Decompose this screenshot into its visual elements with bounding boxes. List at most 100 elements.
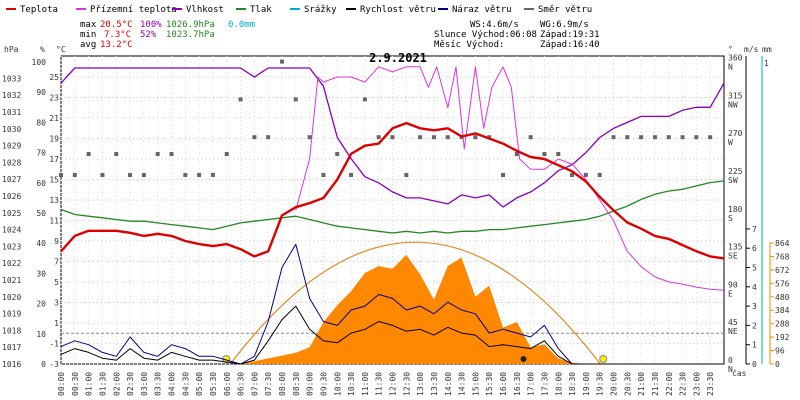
tick-label: SW (728, 176, 738, 185)
axis-unit: % (40, 45, 45, 54)
tick-label: 1026 (2, 192, 21, 201)
tick-label: 1028 (2, 158, 21, 167)
wind-dir-point (294, 97, 298, 101)
x-tick-label: 11:00 (361, 372, 370, 396)
tick-label: N (728, 63, 733, 72)
tick-label: 1020 (2, 293, 21, 302)
wind-dir-point (432, 135, 436, 139)
tick-label: 225 (728, 167, 743, 176)
wind-dir-point (335, 152, 339, 156)
stat-max-rain: 0.0mm (228, 20, 255, 30)
wind-dir-point (197, 173, 201, 177)
x-tick-label: 14:00 (444, 372, 453, 396)
tick-label: 11 (49, 217, 59, 226)
tick-label: 7 (752, 225, 757, 234)
tick-label: S (728, 214, 733, 223)
tick-label: 21 (49, 114, 59, 123)
x-tick-label: 15:30 (485, 372, 494, 396)
stat-avg-label: avg (80, 40, 96, 50)
legend: Teplota Přízemní teplota Vlhkost Tlak Srážky… (6, 5, 592, 15)
tick-label: 288 (775, 320, 790, 329)
legend-item: Náraz větru (438, 5, 512, 15)
chart-date: 2.9.2021 (369, 51, 427, 65)
axis-unit: m/s (744, 45, 759, 54)
tick-label: 19 (49, 135, 59, 144)
x-tick-label: 19:00 (582, 372, 591, 396)
tick-label: 1016 (2, 360, 21, 369)
tick-label: 480 (775, 293, 790, 302)
tick-label: 1033 (2, 74, 21, 83)
legend-item: Přízemní teplota (76, 5, 177, 15)
tick-label: 5 (54, 278, 59, 287)
wind-dir-point (418, 135, 422, 139)
x-tick-label: 21:00 (637, 372, 646, 396)
tick-label: NW (728, 100, 738, 109)
tick-label: 1029 (2, 142, 21, 151)
moon-set: Západ:16:40 (540, 40, 600, 50)
tick-label: 1031 (2, 108, 21, 117)
wind-dir-point (128, 173, 132, 177)
x-tick-label: 11:30 (375, 372, 384, 396)
stat-avg-temp: 13.2°C (100, 40, 133, 50)
x-tick-label: 17:30 (540, 372, 549, 396)
x-tick-label: 22:30 (679, 372, 688, 396)
tick-label: 2 (752, 321, 757, 330)
moon-rise: Měsíc Východ: (434, 40, 504, 50)
wind-dir-point (473, 135, 477, 139)
wind-dir-point (681, 135, 685, 139)
tick-label: W (728, 138, 733, 147)
stat-min-temp: 7.3°C (104, 30, 131, 40)
axis-unit: hPa (4, 45, 19, 54)
wind-dir-point (142, 173, 146, 177)
wind-dir-point (321, 173, 325, 177)
tick-label: NE (728, 327, 738, 336)
tick-label: 1025 (2, 209, 21, 218)
wind-dir-point (225, 152, 229, 156)
tick-label: 1019 (2, 310, 21, 319)
wind-dir-point (252, 135, 256, 139)
wind-dir-point (266, 135, 270, 139)
tick-label: 0 (752, 360, 757, 369)
tick-label: -1 (49, 340, 59, 349)
tick-label: 1024 (2, 226, 21, 235)
tick-label: 6 (752, 244, 757, 253)
wind-dir-point (239, 97, 243, 101)
x-tick-label: 18:00 (554, 372, 563, 396)
tick-label: 25 (49, 73, 59, 82)
x-tick-label: 16:30 (513, 372, 522, 396)
x-tick-label: 05:00 (195, 372, 204, 396)
x-tick-label: 09:30 (319, 372, 328, 396)
stat-max-label: max (80, 20, 97, 30)
tick-label: -3 (49, 360, 59, 369)
tick-label: 17 (49, 155, 59, 164)
tick-label: 360 (728, 54, 743, 63)
legend-label: Vlhkost (186, 5, 224, 15)
tick-label: 1027 (2, 175, 21, 184)
legend-label: Náraz větru (452, 5, 512, 15)
tick-label: 0 (775, 360, 780, 369)
tick-label: 3 (54, 299, 59, 308)
legend-item: Tlak (236, 5, 272, 15)
stat-max-hum: 100% (140, 20, 162, 30)
wind-dir-point (639, 135, 643, 139)
x-tick-label: 08:00 (278, 372, 287, 396)
x-tick-label: 02:30 (126, 372, 135, 396)
x-tick-label: 01:00 (85, 372, 94, 396)
sun-set: Západ:19:31 (540, 30, 600, 40)
tick-label: 90 (728, 280, 738, 289)
tick-label: 20 (36, 300, 46, 309)
tick-label: 1023 (2, 242, 21, 251)
wind-dir-point (612, 135, 616, 139)
wind-dir-point (625, 135, 629, 139)
tick-label: 90 (36, 88, 46, 97)
wind-dir-point (529, 135, 533, 139)
tick-label: 864 (775, 239, 790, 248)
wind-dir-point (280, 60, 284, 64)
stats-block: max 20.5°C 100% 1026.9hPa 0.0mm min 7.3°… (80, 20, 255, 50)
tick-label: 50 (36, 209, 46, 218)
wind-dir-point (156, 152, 160, 156)
tick-label: 315 (728, 91, 743, 100)
tick-label: 96 (775, 347, 785, 356)
tick-label: 1032 (2, 91, 21, 100)
tick-label: 80 (36, 118, 46, 127)
